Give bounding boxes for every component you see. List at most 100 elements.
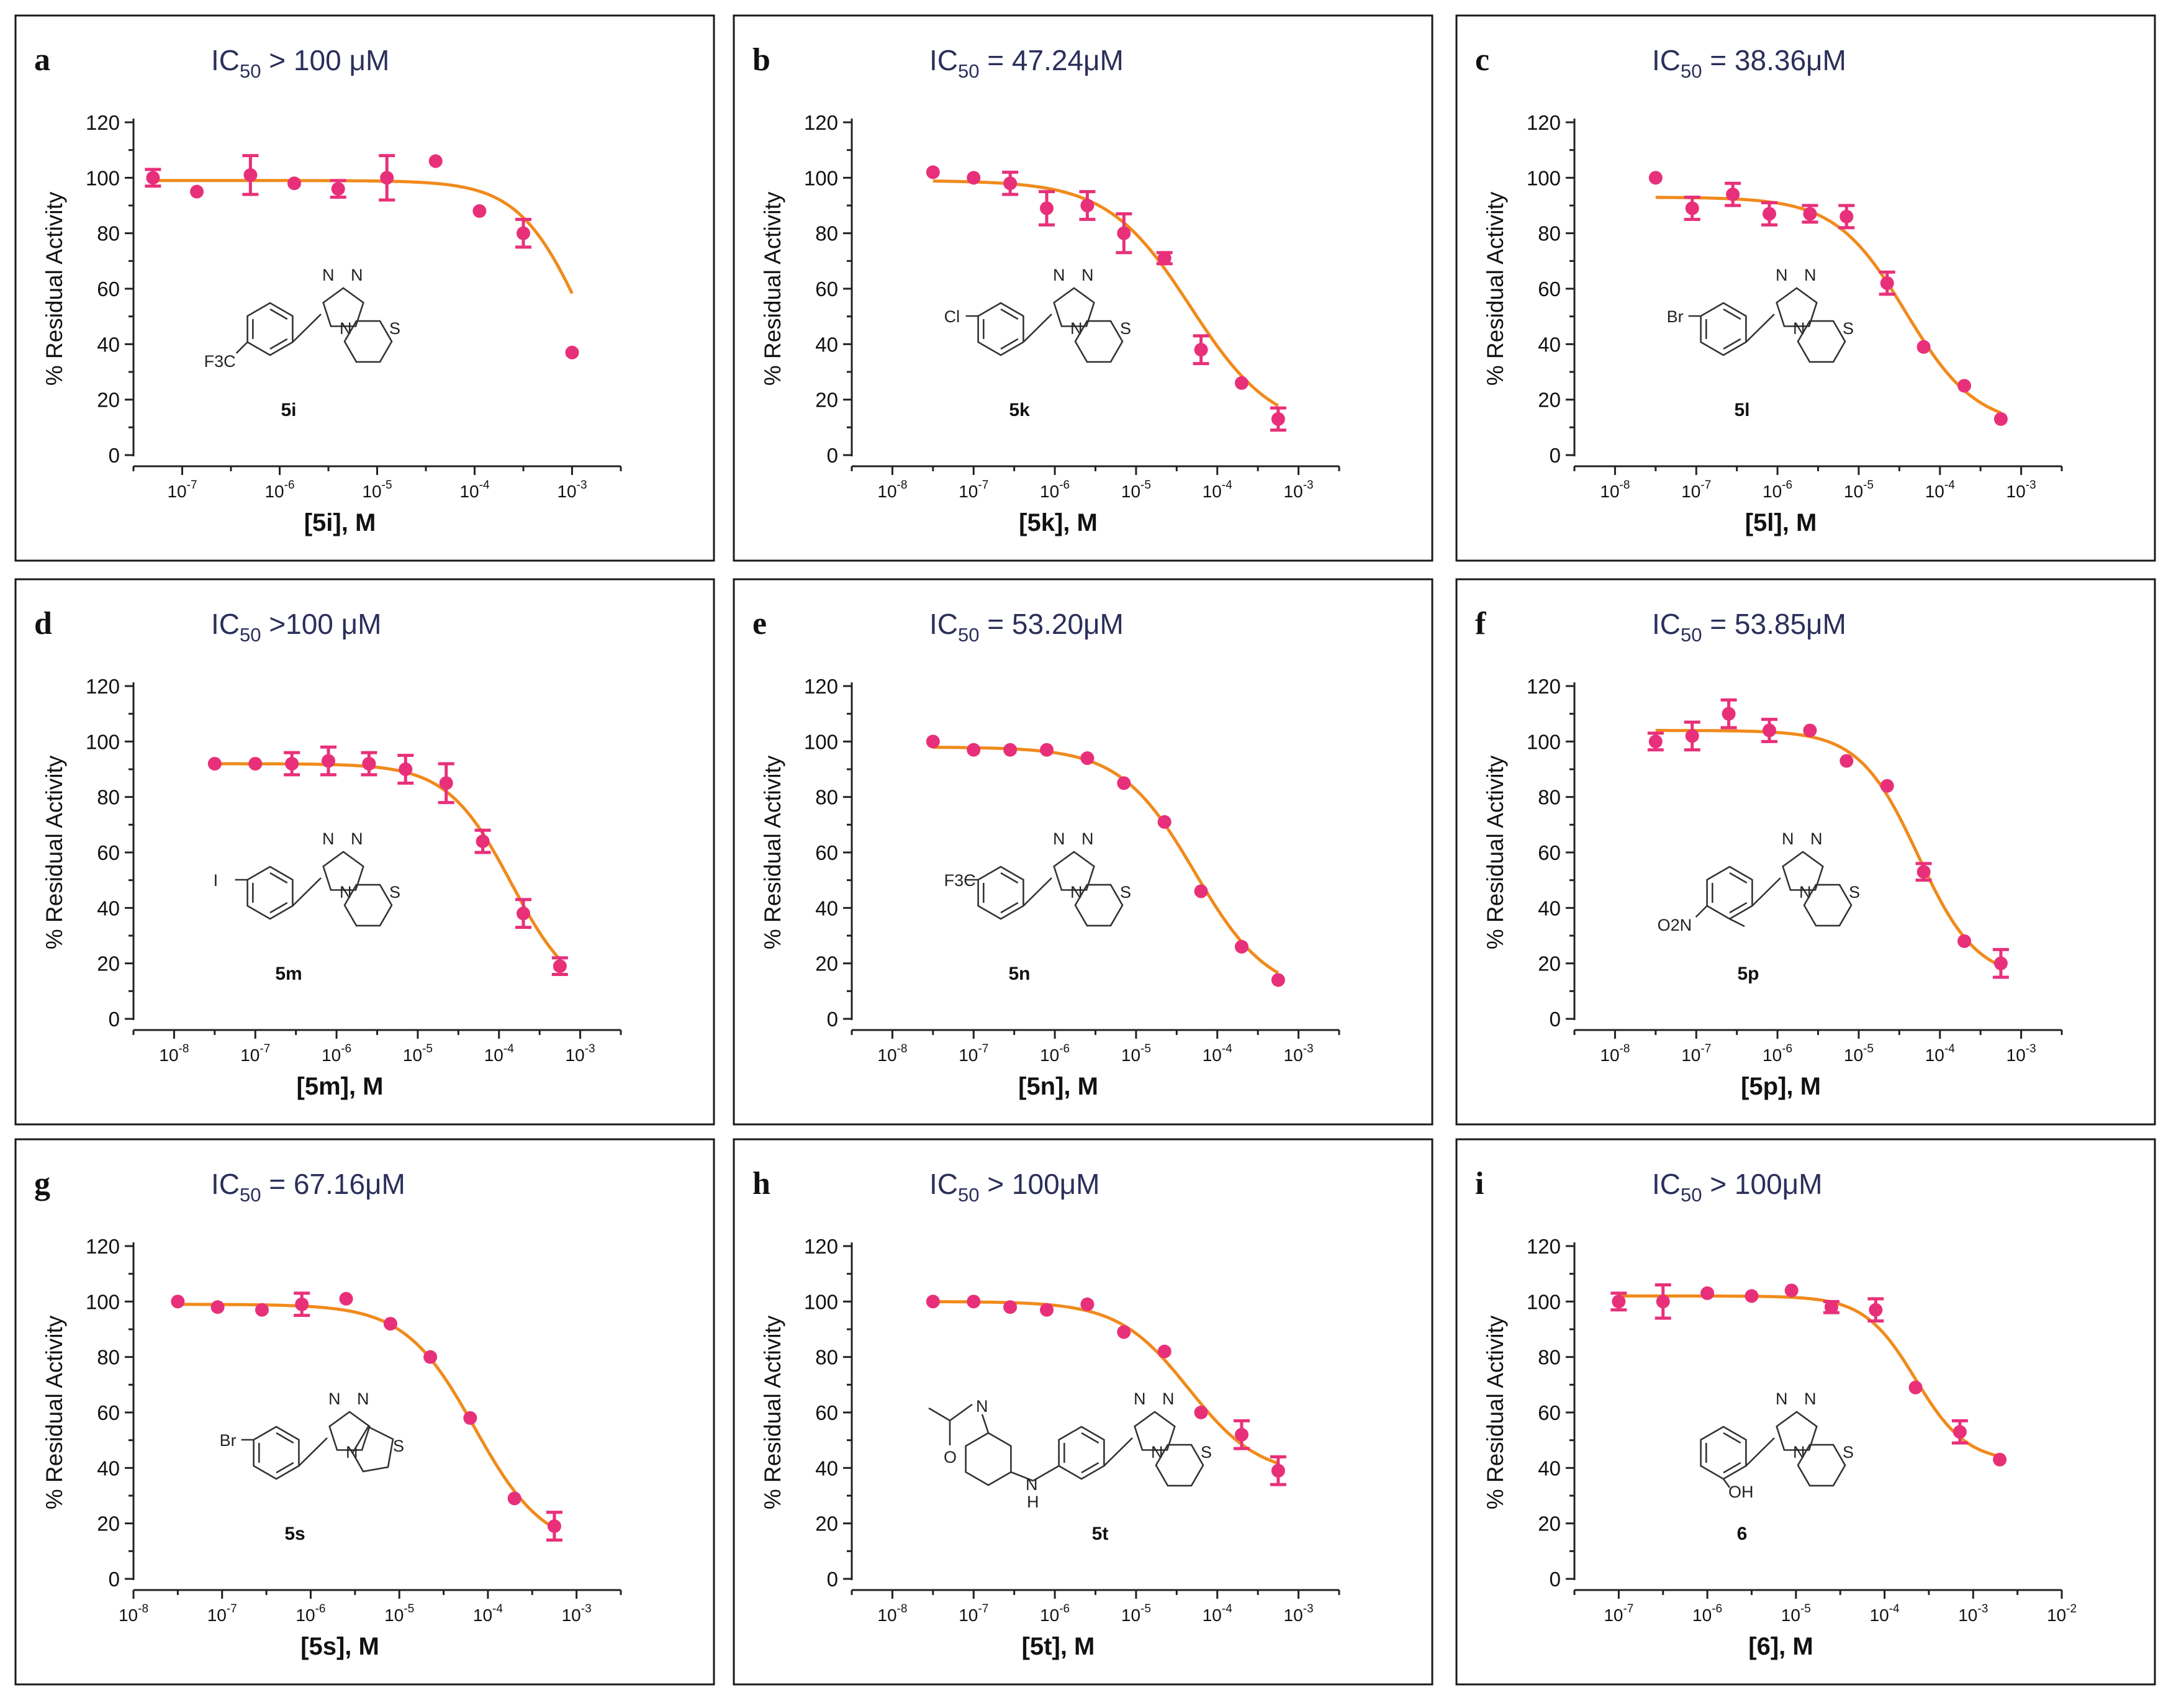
x-tick-label: 10-7 — [1681, 1042, 1711, 1065]
x-tick-label: 10-8 — [1600, 1042, 1630, 1065]
panel-letter: c — [1475, 42, 1489, 78]
x-tick-label: 10-3 — [1284, 1042, 1314, 1065]
y-axis-label: % Residual Activity — [42, 1315, 67, 1509]
ic50-subscript: 50 — [958, 624, 979, 646]
x-axis-label: [5t], M — [1022, 1633, 1095, 1660]
data-point — [1003, 176, 1018, 191]
n-atom: N — [351, 266, 363, 284]
substituent-label: O2N — [1658, 916, 1692, 934]
data-point — [423, 1350, 438, 1364]
x-tick-label: 10-5 — [403, 1042, 433, 1065]
aryl-bond — [1023, 314, 1052, 343]
data-point — [1040, 743, 1054, 757]
fit-curve — [178, 1303, 556, 1530]
panel-frame — [14, 14, 715, 562]
fit-curve — [932, 746, 1280, 975]
compound-label: 6 — [1737, 1524, 1748, 1544]
data-point — [1040, 1303, 1054, 1317]
compound-label: 5m — [275, 964, 302, 984]
panel-c: c IC50 = 38.36μM 0 20 40 60 80 100 120 10-8 10-7 10… — [1455, 14, 2156, 562]
compound-label: 5s — [284, 1524, 305, 1544]
data-point — [255, 1303, 269, 1317]
y-tick-label: 40 — [97, 897, 120, 920]
n-atom: N — [1053, 829, 1065, 848]
data-point — [1803, 207, 1817, 221]
y-tick-label: 100 — [804, 166, 838, 189]
ic50-title: IC50 = 53.85μM — [1652, 608, 1846, 646]
x-tick-label: 10-7 — [959, 479, 988, 501]
n-atom: N — [322, 266, 335, 284]
data-point — [1685, 729, 1699, 743]
ic50-subscript: 50 — [958, 60, 979, 82]
y-tick-label: 40 — [97, 333, 120, 356]
n-atom: N — [340, 883, 352, 901]
y-axis-label: % Residual Activity — [1483, 755, 1508, 949]
x-tick-label: 10-4 — [484, 1042, 514, 1065]
ic50-prefix: IC — [1652, 1168, 1681, 1200]
ic50-value: > 100μM — [979, 1168, 1099, 1200]
y-tick-label: 60 — [1538, 1401, 1561, 1424]
x-tick-label: 10-7 — [1604, 1602, 1633, 1625]
panel-frame — [14, 1138, 715, 1686]
y-tick-label: 0 — [827, 1568, 838, 1591]
data-point — [1648, 171, 1663, 185]
ic50-title: IC50 = 53.20μM — [929, 608, 1124, 646]
y-tick-label: 40 — [815, 1457, 838, 1480]
nh-bond — [1032, 1465, 1060, 1482]
data-point — [1880, 779, 1894, 793]
data-point — [1235, 376, 1248, 390]
compound-label: 5n — [1008, 964, 1030, 984]
data-point — [472, 204, 487, 218]
y-tick-label: 120 — [1527, 1235, 1561, 1258]
substituent-label: OH — [1728, 1483, 1754, 1501]
x-tick-label: 10-8 — [877, 479, 907, 501]
fit-curve — [1655, 196, 2002, 415]
y-tick-label: 100 — [86, 166, 120, 189]
y-tick-label: 120 — [1527, 675, 1561, 698]
x-tick-label: 10-7 — [959, 1042, 988, 1065]
data-point — [1080, 199, 1095, 212]
x-tick-label: 10-6 — [264, 479, 294, 501]
s-atom: S — [393, 1437, 404, 1455]
double-bond — [1000, 901, 1019, 914]
ic50-subscript: 50 — [1681, 1184, 1702, 1206]
sub-bond — [235, 341, 248, 354]
triazole-ring — [1134, 1411, 1176, 1451]
aryl-bond — [292, 877, 322, 906]
amide-bond — [981, 1414, 990, 1434]
x-tick-label: 10-6 — [1763, 1042, 1792, 1065]
x-tick-label: 10-8 — [877, 1602, 907, 1625]
data-point — [1685, 201, 1699, 215]
data-point — [1157, 251, 1172, 265]
data-point — [383, 1317, 397, 1331]
substituent-label: Br — [1667, 307, 1684, 326]
aryl-bond — [298, 1437, 328, 1466]
panel-letter: e — [752, 606, 767, 641]
y-tick-label: 60 — [1538, 278, 1561, 300]
s-atom: S — [1201, 1443, 1212, 1462]
data-point — [380, 171, 394, 185]
data-point — [243, 168, 258, 182]
panel-frame — [1455, 14, 2156, 562]
fit-curve — [214, 762, 561, 960]
substituent-label: F3C — [204, 352, 236, 371]
x-axis-label: [6], M — [1748, 1633, 1813, 1660]
thiadiazine-ring — [1074, 320, 1124, 363]
double-bond — [1000, 308, 1019, 320]
double-bond — [1000, 872, 1019, 884]
y-tick-label: 0 — [109, 444, 120, 467]
y-tick-label: 60 — [815, 278, 838, 300]
ic50-value: = 67.16μM — [261, 1168, 405, 1200]
triazole-ring — [328, 1411, 371, 1451]
panel-letter: a — [34, 42, 50, 78]
y-tick-label: 0 — [109, 1008, 120, 1031]
ic50-title: IC50 > 100μM — [1652, 1168, 1822, 1206]
y-tick-label: 60 — [97, 278, 120, 300]
y-tick-label: 20 — [815, 952, 838, 975]
ic50-title: IC50 >100 μM — [211, 608, 381, 646]
x-tick-label: 10-3 — [562, 1602, 592, 1625]
ic50-prefix: IC — [929, 1168, 958, 1200]
thiadiazine-ring — [343, 320, 393, 363]
